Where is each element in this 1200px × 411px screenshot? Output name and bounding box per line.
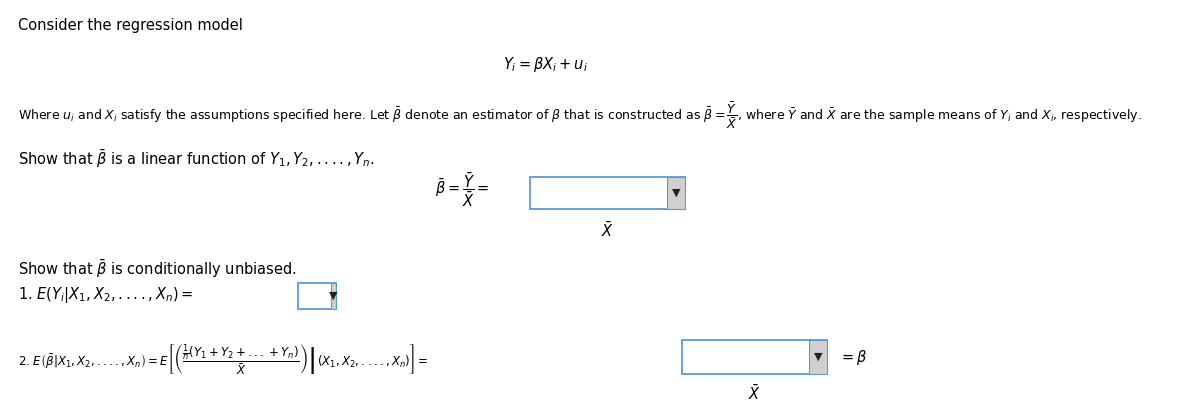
Bar [331, 283, 336, 309]
Bar [809, 340, 827, 374]
Text: ▼: ▼ [329, 291, 337, 301]
Bar [667, 177, 685, 209]
Text: Show that $\bar{\beta}$ is conditionally unbiased.: Show that $\bar{\beta}$ is conditionally… [18, 258, 296, 280]
Text: ▼: ▼ [814, 352, 822, 362]
Text: ▼: ▼ [672, 188, 680, 198]
Text: Show that $\bar{\beta}$ is a linear function of $Y_1, Y_2,...., Y_n$.: Show that $\bar{\beta}$ is a linear func… [18, 148, 374, 170]
Text: Consider the regression model: Consider the regression model [18, 18, 242, 33]
Text: Where $u_i$ and $X_i$ satisfy the assumptions specified here. Let $\bar{\beta}$ : Where $u_i$ and $X_i$ satisfy the assump… [18, 100, 1141, 131]
Text: $\bar{X}$: $\bar{X}$ [748, 384, 761, 403]
Text: $\bar{X}$: $\bar{X}$ [601, 221, 614, 240]
Text: $\bar{\beta} = \dfrac{\bar{Y}}{\bar{X}} = $: $\bar{\beta} = \dfrac{\bar{Y}}{\bar{X}} … [436, 171, 490, 209]
Text: 2. $E\left(\bar{\beta}|X_1, X_2,...., X_n\right) = E\left[\left(\dfrac{\frac{1}{: 2. $E\left(\bar{\beta}|X_1, X_2,...., X_… [18, 342, 428, 378]
Text: $Y_i = \beta X_i + u_i$: $Y_i = \beta X_i + u_i$ [503, 55, 588, 74]
Text: 1. $E\left(Y_i|X_1, X_2,...., X_n\right) = $: 1. $E\left(Y_i|X_1, X_2,...., X_n\right)… [18, 285, 193, 305]
Text: $= \beta$: $= \beta$ [839, 347, 868, 367]
